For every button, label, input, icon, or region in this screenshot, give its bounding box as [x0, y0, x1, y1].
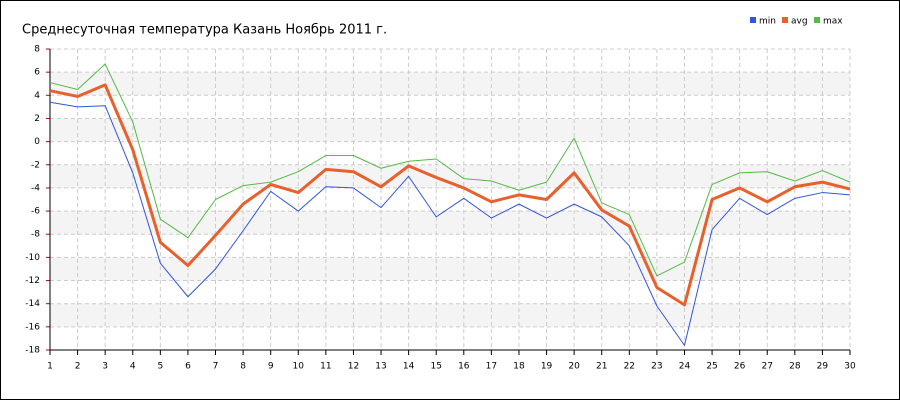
band	[50, 72, 850, 96]
x-tick-label: 21	[596, 362, 607, 372]
y-tick-label: 2	[34, 114, 40, 124]
x-tick-label: 2	[75, 362, 81, 372]
x-tick-label: 25	[706, 362, 717, 372]
y-tick-label: 8	[34, 45, 40, 55]
x-tick-label: 14	[403, 362, 415, 372]
x-tick-label: 20	[568, 362, 580, 372]
y-tick-label: -14	[25, 299, 40, 309]
band	[50, 257, 850, 281]
legend-label: max	[823, 17, 843, 27]
legend-swatch	[782, 17, 788, 23]
x-tick-label: 9	[268, 362, 274, 372]
legend-swatch	[814, 17, 820, 23]
x-tick-label: 18	[513, 362, 525, 372]
x-tick-label: 7	[213, 362, 219, 372]
x-tick-label: 23	[651, 362, 662, 372]
x-tick-label: 11	[320, 362, 331, 372]
chart-title: Среднесуточная температура Казань Ноябрь…	[22, 23, 387, 38]
x-tick-label: 1	[47, 362, 53, 372]
y-tick-label: 0	[34, 137, 40, 147]
legend-label: avg	[791, 17, 808, 27]
x-tick-label: 22	[624, 362, 635, 372]
x-tick-label: 29	[817, 362, 829, 372]
x-tick-label: 13	[375, 362, 386, 372]
x-tick-label: 6	[185, 362, 191, 372]
x-tick-label: 5	[157, 362, 163, 372]
y-tick-label: -18	[25, 346, 40, 356]
band	[50, 118, 850, 142]
x-tick-label: 30	[844, 362, 856, 372]
x-tick-label: 17	[486, 362, 497, 372]
x-tick-label: 15	[430, 362, 441, 372]
y-tick-label: -6	[31, 207, 40, 217]
line-series	[49, 63, 851, 277]
x-tick-label: 19	[541, 362, 553, 372]
x-tick-label: 28	[789, 362, 801, 372]
legend-swatch	[750, 17, 756, 23]
x-tick-label: 12	[348, 362, 359, 372]
band	[50, 211, 850, 235]
y-tick-label: -2	[31, 160, 40, 170]
band	[50, 303, 850, 327]
y-tick-label: -16	[25, 322, 40, 332]
x-tick-label: 3	[102, 362, 108, 372]
y-tick-label: -12	[25, 276, 40, 286]
y-tick-label: -8	[31, 230, 40, 240]
x-tick-label: 24	[679, 362, 691, 372]
x-tick-label: 27	[762, 362, 773, 372]
x-tick-label: 16	[458, 362, 470, 372]
x-tick-label: 26	[734, 362, 746, 372]
line-series	[49, 101, 851, 346]
x-tick-label: 4	[130, 362, 136, 372]
y-tick-label: 4	[34, 91, 40, 101]
band	[50, 164, 850, 188]
x-tick-label: 10	[293, 362, 305, 372]
line-series	[49, 83, 851, 307]
y-tick-label: -4	[31, 183, 40, 193]
y-tick-label: 6	[34, 68, 40, 78]
x-tick-label: 8	[240, 362, 246, 372]
legend-label: min	[759, 17, 776, 27]
y-tick-label: -10	[25, 253, 40, 263]
